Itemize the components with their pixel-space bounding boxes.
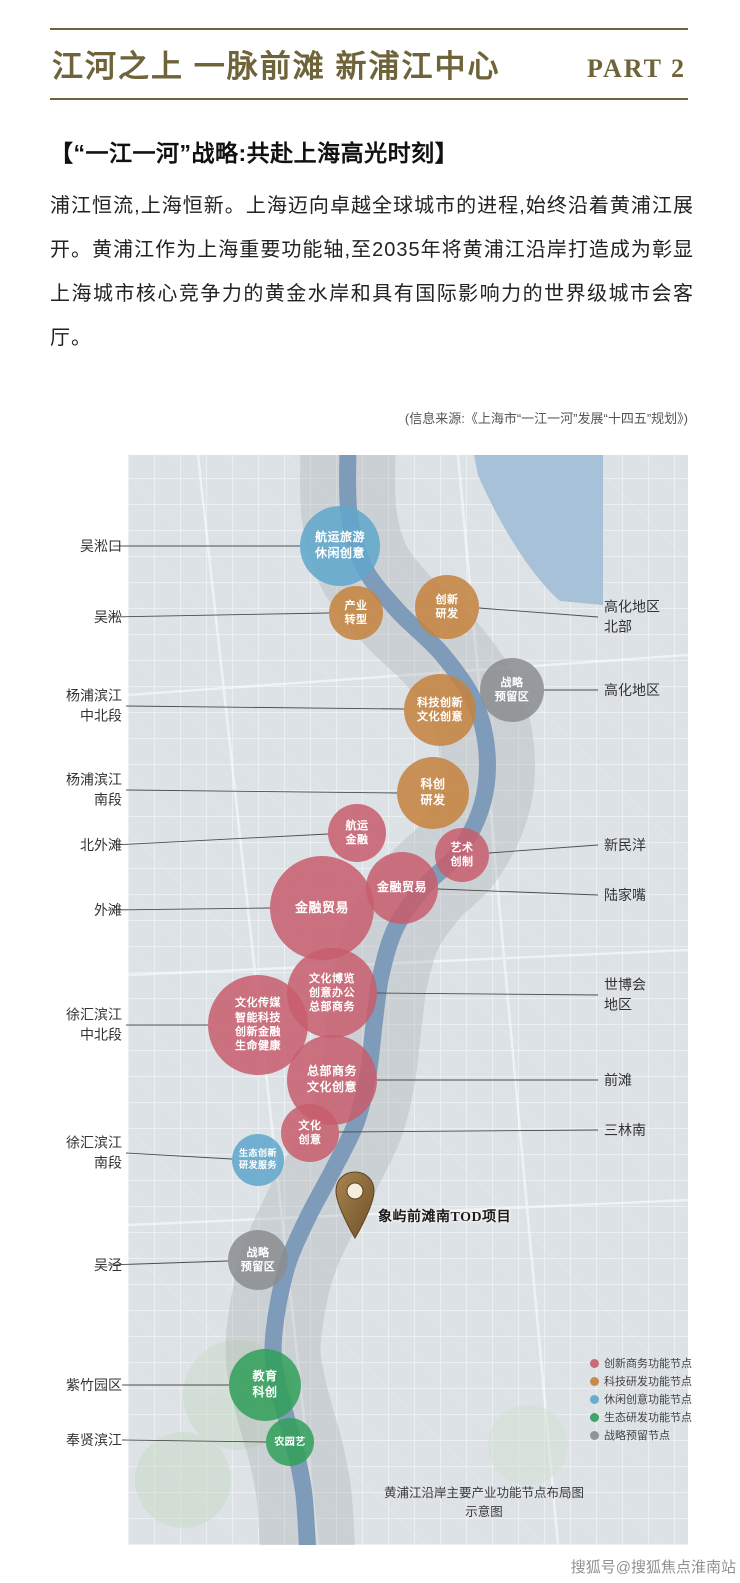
map-area-label-right: 前滩 [604,1071,632,1088]
watermark: 搜狐号@搜狐焦点淮南站 [570,1559,736,1576]
map-area-label-left: 奉贤滨江 [66,1431,122,1448]
article-header: 江河之上 一脉前滩 新浦江中心 PART 2 [50,28,688,100]
legend-label: 生态研发功能节点 [604,1412,692,1424]
legend-dot-icon [590,1412,599,1422]
legend-label: 科技研发功能节点 [604,1376,692,1388]
map-node: 金融贸易 [270,856,374,960]
legend-item: 科技研发功能节点 [590,1372,692,1390]
header-title-row: 江河之上 一脉前滩 新浦江中心 PART 2 [50,30,688,98]
page-title: 江河之上 一脉前滩 新浦江中心 [52,49,501,84]
map-caption-line2: 示意图 [465,1504,503,1519]
map-node: 战略 预留区 [228,1230,288,1290]
map-area-label-right: 高化地区 北部 [604,598,660,635]
map-area-label-left: 徐汇滨江 中北段 [66,1006,122,1043]
legend-item: 生态研发功能节点 [590,1408,692,1426]
map-caption-line1: 黄浦江沿岸主要产业功能节点布局图 [383,1486,584,1500]
map-node: 创新 研发 [415,575,479,639]
section-title: 【“一江一河”战略:共赴上海高光时刻】 [50,140,459,166]
map-node: 战略 预留区 [480,658,544,722]
map-node: 文化博览 创意办公 总部商务 [287,948,377,1038]
map-area-label-right: 高化地区 [604,681,660,698]
map-area-label-right: 陆家嘴 [604,886,646,903]
project-pin-label: 象屿前滩南TOD项目 [378,1210,512,1225]
map-area-label-left: 北外滩 [80,836,122,853]
map-area-label-right: 新民洋 [604,836,646,853]
header-bottom-rule [50,98,688,100]
map-node: 金融贸易 [366,852,438,924]
map-area-label-left: 吴泾 [94,1256,122,1273]
map-area-label-left: 徐汇滨江 南段 [66,1134,122,1171]
legend-dot-icon [590,1430,599,1440]
body-paragraph: 浦江恒流,上海恒新。上海迈向卓越全球城市的进程,始终沿着黄浦江展开。黄浦江作为上… [50,195,694,349]
legend-item: 创新商务功能节点 [590,1354,692,1372]
map-area-label-left: 吴淞 [94,608,122,625]
map-area-label-right: 世博会 地区 [604,976,646,1013]
legend-label: 战略预留节点 [604,1430,670,1442]
sea-area [474,455,603,605]
map-node: 科创 研发 [397,757,469,829]
map-node: 航运 金融 [328,804,386,862]
map-area-label-left: 外滩 [94,901,122,918]
legend-item: 战略预留节点 [590,1426,692,1444]
map-area-label-right: 三林南 [604,1121,646,1138]
legend-label: 休闲创意功能节点 [604,1394,692,1406]
map-area-label-left: 紫竹园区 [66,1376,122,1393]
header-top-rule [50,28,688,30]
map-area-label-left: 杨浦滨江 中北段 [66,687,122,724]
legend-item: 休闲创意功能节点 [590,1390,692,1408]
map-legend: 创新商务功能节点 科技研发功能节点 休闲创意功能节点 生态研发功能节点 战略预留节点 [590,1354,692,1444]
map-node: 生态创新 研发服务 [232,1134,284,1186]
source-note: (信息来源:《上海市“一江一河”发展“十四五”规划》) [404,411,688,426]
map-node: 艺术 创制 [435,828,489,882]
legend-dot-icon [590,1394,599,1404]
project-pin-icon [333,1170,377,1245]
part-label: PART 2 [587,54,686,83]
map-caption: 黄浦江沿岸主要产业功能节点布局图 示意图 [328,1484,640,1522]
map-node: 文化 创意 [281,1104,339,1162]
map-node: 科技创新 文化创意 [404,674,476,746]
map-node: 产业 转型 [329,586,383,640]
legend-dot-icon [590,1376,599,1386]
map-node: 农园艺 [266,1418,314,1466]
map-node: 教育 科创 [229,1349,301,1421]
map-area-label-left: 杨浦滨江 南段 [66,771,122,808]
legend-dot-icon [590,1358,599,1368]
legend-label: 创新商务功能节点 [604,1358,692,1370]
map-area-label-left: 吴淞口 [80,537,122,554]
map-node: 航运旅游 休闲创意 [300,506,380,586]
